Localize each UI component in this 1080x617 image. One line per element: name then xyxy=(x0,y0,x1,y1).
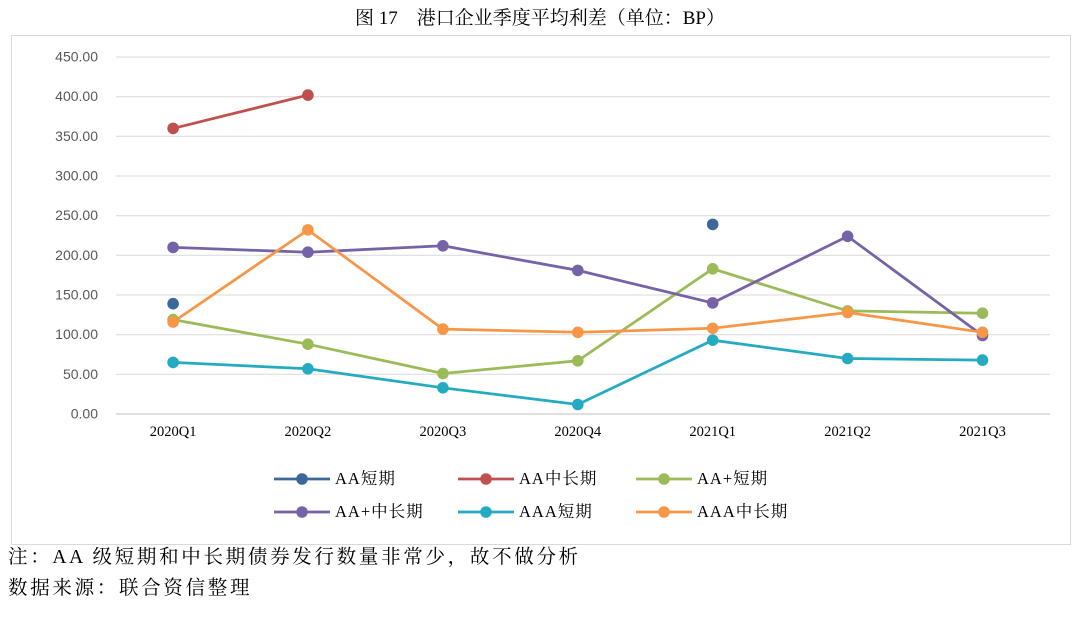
svg-text:2021Q1: 2021Q1 xyxy=(689,424,736,440)
svg-text:300.00: 300.00 xyxy=(55,168,98,184)
svg-text:100.00: 100.00 xyxy=(55,326,98,342)
svg-text:0.00: 0.00 xyxy=(71,406,98,422)
svg-text:AA+中长期: AA+中长期 xyxy=(335,502,424,521)
svg-text:2021Q2: 2021Q2 xyxy=(824,424,871,440)
svg-text:250.00: 250.00 xyxy=(55,207,98,223)
svg-text:200.00: 200.00 xyxy=(55,247,98,263)
svg-text:350.00: 350.00 xyxy=(55,128,98,144)
svg-text:2020Q2: 2020Q2 xyxy=(285,424,332,440)
svg-text:2020Q3: 2020Q3 xyxy=(420,424,467,440)
svg-text:150.00: 150.00 xyxy=(55,287,98,303)
svg-text:AAA短期: AAA短期 xyxy=(519,502,593,521)
svg-text:2021Q3: 2021Q3 xyxy=(959,424,1006,440)
svg-text:400.00: 400.00 xyxy=(55,88,98,104)
svg-text:AA短期: AA短期 xyxy=(335,469,396,488)
svg-text:2020Q1: 2020Q1 xyxy=(150,424,197,440)
svg-text:450.00: 450.00 xyxy=(55,49,98,65)
svg-text:50.00: 50.00 xyxy=(63,366,98,382)
svg-text:AAA中长期: AAA中长期 xyxy=(697,502,788,521)
svg-text:AA中长期: AA中长期 xyxy=(519,469,597,488)
svg-text:AA+短期: AA+短期 xyxy=(697,469,768,488)
svg-text:2020Q4: 2020Q4 xyxy=(554,424,601,440)
